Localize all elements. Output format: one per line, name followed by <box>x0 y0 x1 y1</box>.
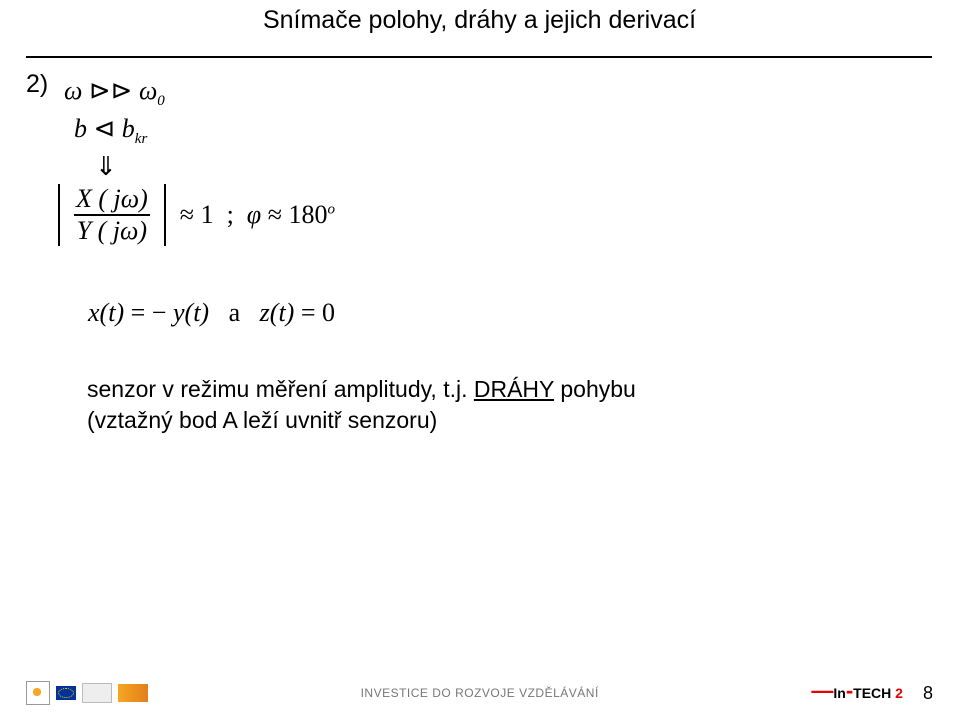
fraction-denominator: Y ( jω) <box>75 217 149 246</box>
body-line-2: (vztažný bod A leží uvnitř senzoru) <box>87 407 437 433</box>
footer-caption: INVESTICE DO ROZVOJE VZDĚLÁVÁNÍ <box>361 686 599 700</box>
title-divider <box>26 56 932 58</box>
esf-logo <box>26 681 50 705</box>
body-underlined: DRÁHY <box>474 376 554 402</box>
fraction: X ( jω) Y ( jω) <box>74 185 150 246</box>
abs-bar-left <box>58 184 60 246</box>
equation-omega-relation: ω ⊳⊳ ω0 <box>64 76 165 110</box>
opvk-logo <box>118 684 148 702</box>
page-title: Snímače polohy, dráhy a jejich derivací <box>0 6 959 35</box>
equation-rhs: ≈ 1 ; φ ≈ 180o <box>180 200 335 230</box>
case-number: 2) <box>26 70 48 99</box>
equation-b-relation: b ⊲ bkr <box>74 114 147 148</box>
equation-xyz: x(t) = − y(t) a z(t) = 0 <box>88 298 335 328</box>
body-line-1a: senzor v režimu měření amplitudy, t.j. <box>87 376 474 402</box>
eu-flag-icon <box>56 686 76 700</box>
body-line-1b: pohybu <box>554 376 636 402</box>
body-text: senzor v režimu měření amplitudy, t.j. D… <box>87 374 787 436</box>
fraction-numerator: X ( jω) <box>74 185 150 214</box>
footer: INVESTICE DO ROZVOJE VZDĚLÁVÁNÍ —In-TECH… <box>0 681 959 705</box>
equation-magnitude-phase: X ( jω) Y ( jω) ≈ 1 ; φ ≈ 180o <box>58 184 335 246</box>
footer-logos-right: —In-TECH 2 8 <box>811 683 933 704</box>
down-arrow: ⇓ <box>95 152 117 182</box>
intech-logo: —In-TECH 2 <box>811 685 903 701</box>
ministry-logo <box>82 683 112 703</box>
page-number: 8 <box>923 683 933 704</box>
abs-bar-right <box>164 184 166 246</box>
footer-logos-left <box>26 681 148 705</box>
